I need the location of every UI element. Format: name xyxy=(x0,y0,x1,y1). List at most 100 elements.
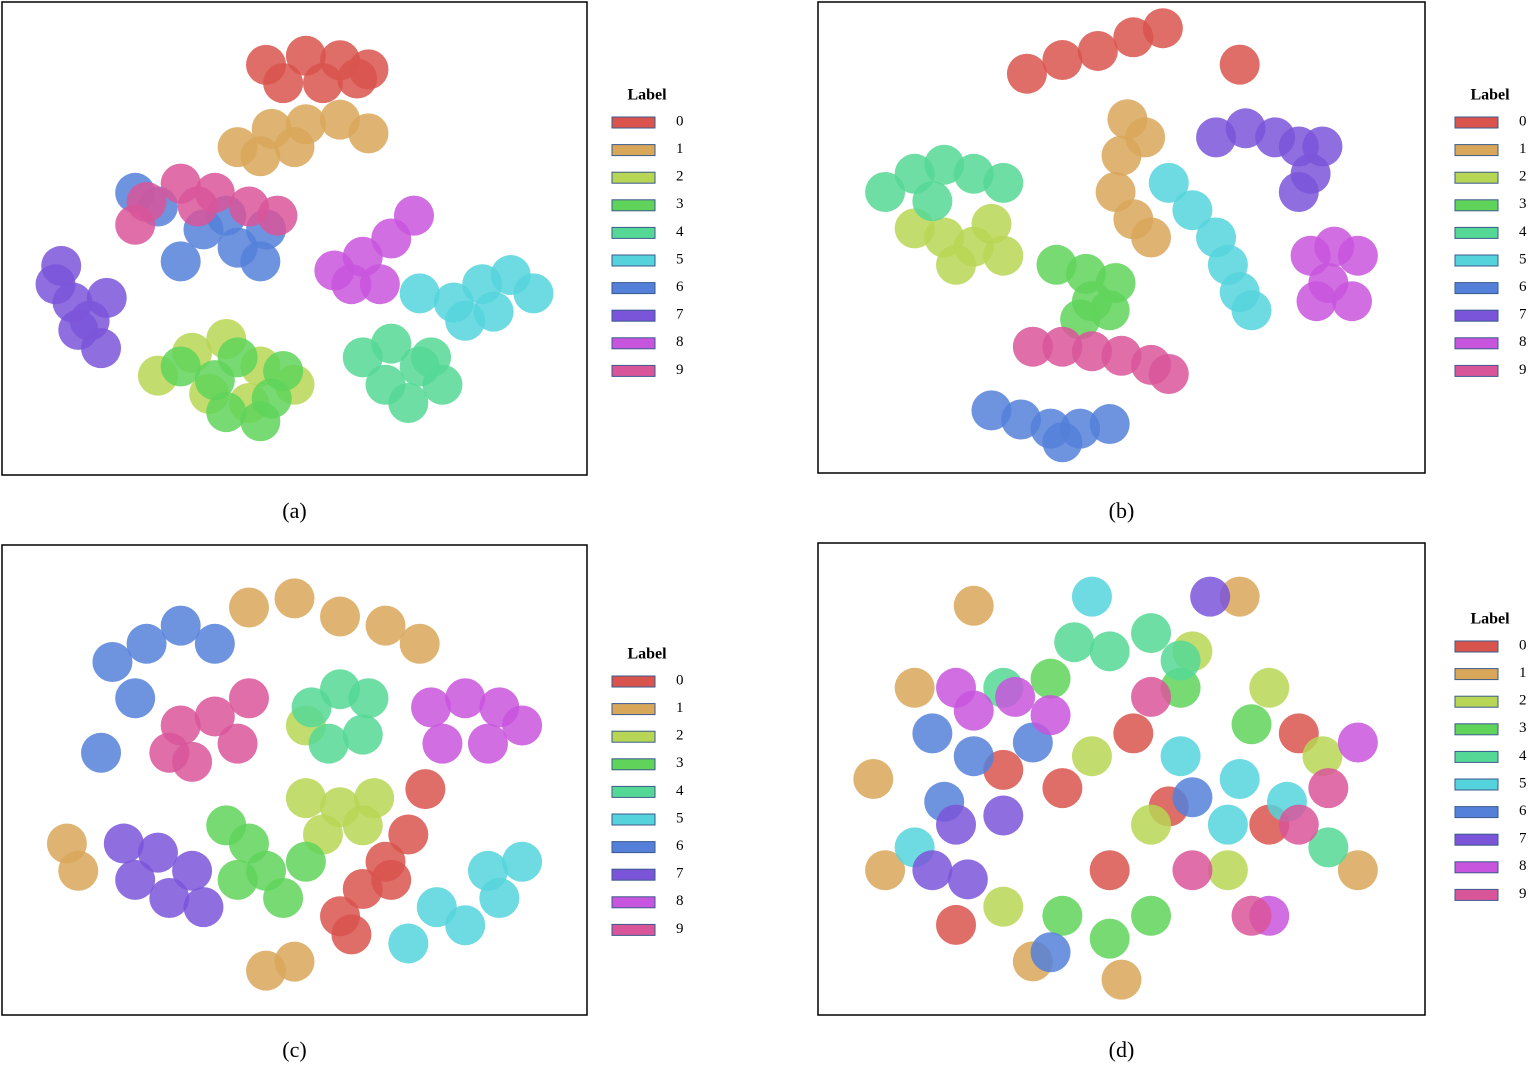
legend-label: 2 xyxy=(676,169,684,185)
point xyxy=(1278,804,1319,845)
point xyxy=(1071,331,1112,372)
point xyxy=(240,241,281,282)
point xyxy=(1142,8,1183,49)
legend-swatch xyxy=(611,813,656,826)
legend-label: 4 xyxy=(1519,224,1527,240)
point xyxy=(274,127,315,168)
point xyxy=(103,823,144,864)
point xyxy=(1012,326,1053,367)
legend-label: 3 xyxy=(676,196,684,212)
legend-swatch xyxy=(611,171,656,184)
point xyxy=(1231,895,1272,936)
point xyxy=(953,736,994,777)
point xyxy=(228,587,269,628)
point xyxy=(1219,759,1260,799)
point xyxy=(149,732,190,773)
legend-swatch xyxy=(611,675,656,688)
point xyxy=(285,841,326,882)
point xyxy=(285,778,326,819)
point xyxy=(971,203,1012,244)
point xyxy=(411,337,452,378)
point xyxy=(1207,804,1248,845)
point xyxy=(228,678,269,719)
point xyxy=(467,850,508,891)
legend-label: 0 xyxy=(676,113,684,129)
point xyxy=(1172,190,1213,231)
point xyxy=(502,705,543,746)
point xyxy=(983,162,1024,203)
point xyxy=(137,832,178,873)
point xyxy=(1337,235,1378,276)
legend-swatch xyxy=(1454,750,1499,763)
legend-swatch xyxy=(611,364,656,377)
point xyxy=(274,578,315,619)
legend-swatch xyxy=(611,896,656,909)
point xyxy=(160,241,201,282)
panel: (c) Label 0 1 2 3 4 5 6 7 8 9 xyxy=(1,544,684,1062)
legend-swatch xyxy=(1454,888,1499,901)
legend-swatch xyxy=(1454,254,1499,267)
legend-swatch xyxy=(1454,806,1499,819)
point xyxy=(1308,827,1349,868)
point xyxy=(183,887,224,928)
point xyxy=(1042,326,1083,367)
point xyxy=(206,392,247,433)
legend-swatch xyxy=(1454,668,1499,681)
point xyxy=(354,778,395,819)
point xyxy=(149,878,190,919)
point xyxy=(1042,422,1083,463)
legend-label: 6 xyxy=(676,279,684,295)
point xyxy=(1278,172,1319,212)
point xyxy=(217,859,258,900)
legend-swatch xyxy=(611,923,656,936)
point xyxy=(1219,576,1260,617)
point xyxy=(1296,281,1337,322)
point xyxy=(399,623,440,664)
point xyxy=(865,172,906,212)
legend-swatch xyxy=(611,337,656,350)
legend-label: 5 xyxy=(676,251,684,267)
caption: (d) xyxy=(1109,1037,1135,1062)
legend-label: 4 xyxy=(676,783,684,799)
legend: Label 0 1 2 3 4 5 6 7 8 9 xyxy=(1454,611,1527,902)
point xyxy=(1302,736,1343,777)
legend-swatch xyxy=(611,868,656,881)
point xyxy=(1337,850,1378,891)
point xyxy=(1308,768,1349,809)
legend-title: Label xyxy=(627,646,667,663)
point xyxy=(983,235,1024,276)
point xyxy=(1249,667,1290,708)
point xyxy=(1148,162,1189,203)
panel: (a) Label 0 1 2 3 4 5 6 7 8 9 xyxy=(1,1,684,523)
legend: Label 0 1 2 3 4 5 6 7 8 9 xyxy=(1454,87,1527,378)
point xyxy=(1006,53,1047,94)
legend-title: Label xyxy=(1470,611,1510,628)
legend-swatch xyxy=(1454,144,1499,157)
point xyxy=(393,195,434,236)
legend-swatch xyxy=(611,841,656,854)
legend-label: 8 xyxy=(1519,334,1527,350)
point xyxy=(1131,613,1172,654)
point xyxy=(1042,768,1083,809)
point xyxy=(936,804,977,845)
legend-label: 3 xyxy=(1519,720,1527,736)
point xyxy=(445,300,486,341)
legend-swatch xyxy=(1454,116,1499,129)
points xyxy=(46,578,543,991)
plot-frame xyxy=(1,1,588,476)
point xyxy=(331,264,372,305)
point xyxy=(399,273,440,314)
point xyxy=(1207,850,1248,891)
legend-swatch xyxy=(1454,695,1499,708)
point xyxy=(240,401,281,442)
point xyxy=(371,323,412,364)
legend-label: 3 xyxy=(1519,196,1527,212)
legend-swatch xyxy=(611,309,656,322)
point xyxy=(365,605,406,646)
point xyxy=(274,941,315,982)
legend-label: 7 xyxy=(676,866,684,882)
point xyxy=(1071,576,1112,617)
legend-swatch xyxy=(1454,723,1499,736)
legend-label: 8 xyxy=(1519,858,1527,874)
